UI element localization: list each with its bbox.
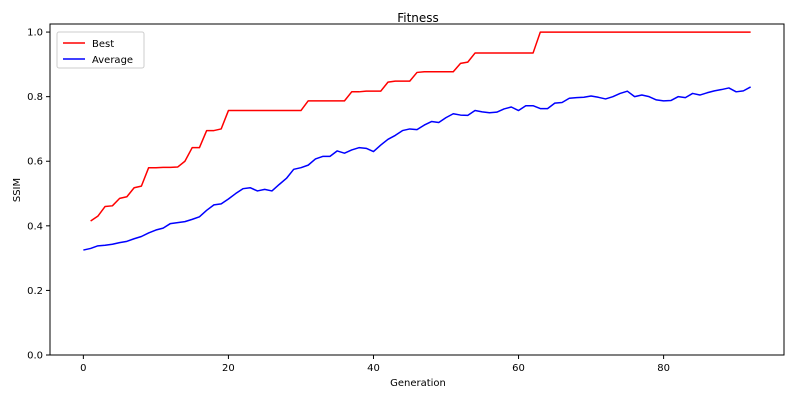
plot-frame [49, 23, 785, 356]
y-axis-label: SSIM [12, 178, 23, 202]
y-tick-label: 0.4 [27, 221, 43, 232]
plot-area [83, 31, 751, 251]
x-tick-label: 80 [657, 363, 670, 374]
y-tick-label: 0.2 [27, 286, 43, 297]
y-axis: 0.0 0.2 0.4 0.6 0.8 1.0 [27, 28, 50, 362]
y-tick-label: 0.8 [27, 92, 43, 103]
x-tick-label: 0 [80, 363, 86, 374]
x-tick-label: 40 [367, 363, 380, 374]
legend-label-average: Average [92, 55, 133, 66]
series-line-best [90, 31, 751, 222]
y-tick-label: 1.0 [27, 28, 43, 39]
x-axis: 0 20 40 60 80 [80, 355, 670, 374]
legend-label-best: Best [92, 39, 114, 50]
x-tick-label: 20 [222, 363, 235, 374]
y-tick-label: 0.6 [27, 157, 43, 168]
y-tick-label: 0.0 [27, 351, 43, 362]
x-axis-label: Generation [390, 378, 446, 389]
series-line-average [83, 86, 751, 251]
x-tick-label: 60 [512, 363, 525, 374]
chart-title: Fitness [397, 11, 439, 25]
legend: Best Average [56, 31, 145, 69]
